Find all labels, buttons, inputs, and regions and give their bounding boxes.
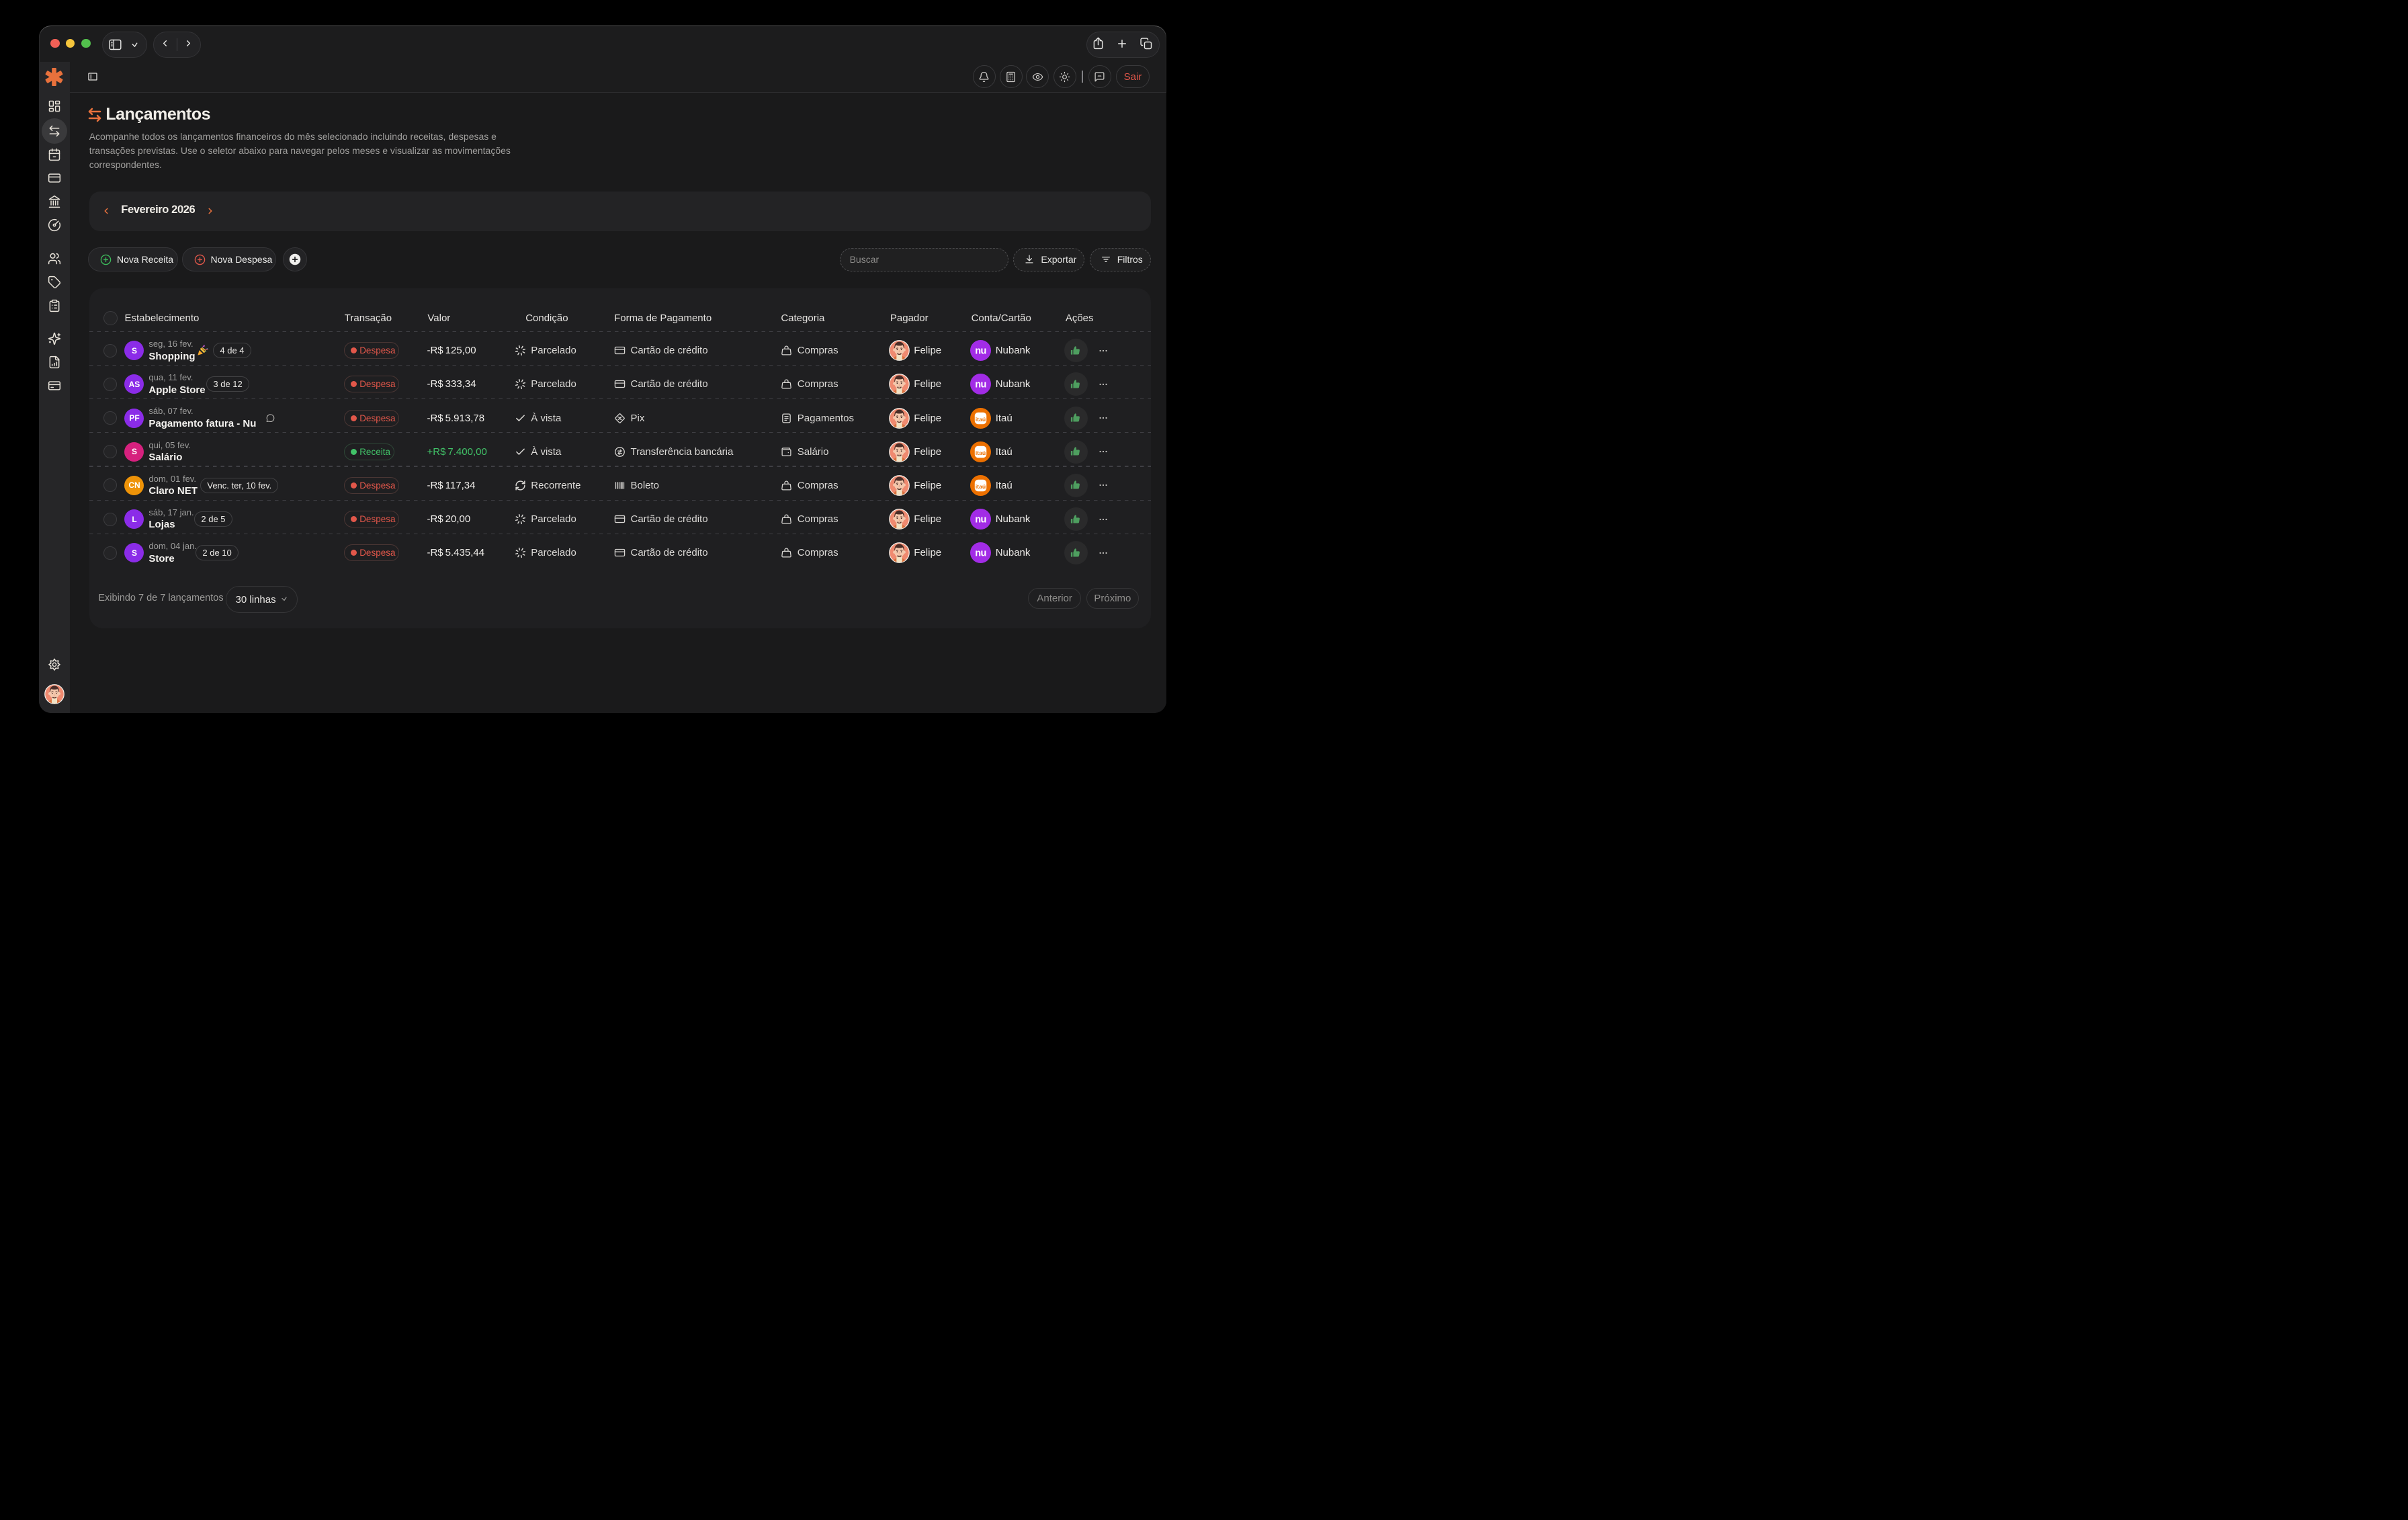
svg-text:nu: nu: [975, 548, 986, 559]
svg-text:nu: nu: [975, 515, 986, 525]
svg-text:itaú: itaú: [976, 450, 986, 456]
svg-text:itaú: itaú: [976, 483, 986, 490]
svg-text:itaú: itaú: [976, 416, 986, 423]
svg-text:nu: nu: [975, 380, 986, 390]
svg-text:nu: nu: [975, 346, 986, 357]
